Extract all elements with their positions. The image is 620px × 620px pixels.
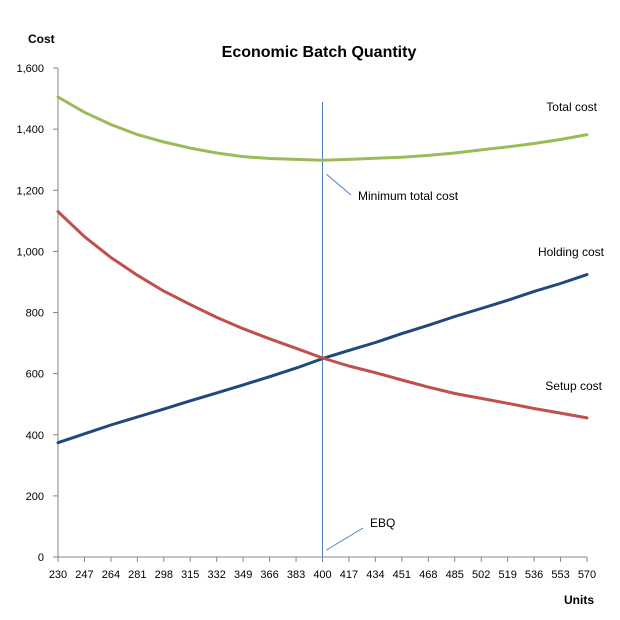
y-tick-label: 1,000 xyxy=(16,246,44,258)
setup-cost-line xyxy=(56,210,589,420)
setup-cost-label: Setup cost xyxy=(545,379,602,393)
ebq-label: EBQ xyxy=(370,516,395,530)
x-tick-label: 519 xyxy=(498,569,516,581)
y-tick-label: 600 xyxy=(26,369,44,381)
x-tick-label: 485 xyxy=(446,569,464,581)
ebq-leader xyxy=(326,527,364,551)
y-axis-title: Cost xyxy=(28,32,55,46)
annotations: Minimum total cost EBQ xyxy=(326,173,459,551)
x-tick-label: 366 xyxy=(260,569,278,581)
x-tick-label: 502 xyxy=(472,569,490,581)
x-tick-label: 298 xyxy=(155,569,173,581)
x-tick-label: 434 xyxy=(366,569,384,581)
y-tick-label: 1,400 xyxy=(16,124,44,136)
x-tick-label: 349 xyxy=(234,569,252,581)
total-cost-line xyxy=(56,95,589,162)
minimum-total-cost-leader xyxy=(326,173,352,196)
y-tick-label: 800 xyxy=(26,308,44,320)
x-tick-label: 400 xyxy=(313,569,331,581)
x-tick-label: 417 xyxy=(340,569,358,581)
y-tick-label: 1,200 xyxy=(16,185,44,197)
series-lines xyxy=(56,95,589,557)
x-tick-label: 315 xyxy=(181,569,199,581)
x-tick-label: 281 xyxy=(128,569,146,581)
y-tick-label: 0 xyxy=(38,552,44,564)
x-tick-label: 553 xyxy=(551,569,569,581)
x-tick-label: 247 xyxy=(75,569,93,581)
y-tick-label: 400 xyxy=(26,430,44,442)
x-tick-label: 451 xyxy=(393,569,411,581)
x-tick-label: 383 xyxy=(287,569,305,581)
y-tick-label: 200 xyxy=(26,491,44,503)
x-tick-label: 230 xyxy=(49,569,67,581)
x-tick-label: 332 xyxy=(208,569,226,581)
x-tick-label: 264 xyxy=(102,569,120,581)
minimum-total-cost-label: Minimum total cost xyxy=(358,189,459,203)
series-labels: Total cost Holding cost Setup cost xyxy=(538,100,605,393)
x-tick-label: 536 xyxy=(525,569,543,581)
ticks: 0 200 400 600 800 1,000 1,200 1,400 1,600 230 247 2… xyxy=(16,63,596,581)
holding-cost-label: Holding cost xyxy=(538,245,605,259)
chart-title: Economic Batch Quantity xyxy=(222,44,417,61)
x-axis-title: Units xyxy=(564,593,594,607)
total-cost-label: Total cost xyxy=(546,100,597,114)
x-tick-label: 570 xyxy=(578,569,596,581)
y-tick-label: 1,600 xyxy=(16,63,44,75)
x-tick-label: 468 xyxy=(419,569,437,581)
